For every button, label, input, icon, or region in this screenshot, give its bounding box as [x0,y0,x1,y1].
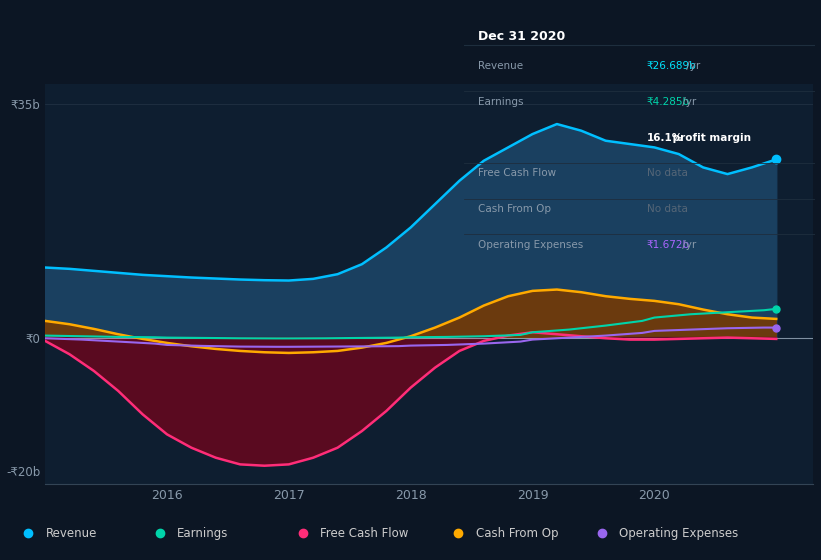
Text: Cash From Op: Cash From Op [475,527,558,540]
Text: ₹4.285b: ₹4.285b [647,97,690,107]
Text: Free Cash Flow: Free Cash Flow [320,527,409,540]
Text: /yr: /yr [683,61,700,71]
Text: Revenue: Revenue [46,527,97,540]
Text: Dec 31 2020: Dec 31 2020 [478,30,565,44]
Text: Operating Expenses: Operating Expenses [619,527,738,540]
Text: No data: No data [647,169,687,178]
Text: Operating Expenses: Operating Expenses [478,240,583,250]
Text: Earnings: Earnings [177,527,228,540]
Text: Cash From Op: Cash From Op [478,204,551,214]
Text: 16.1%: 16.1% [647,133,683,143]
Text: Revenue: Revenue [478,61,523,71]
Text: /yr: /yr [679,97,696,107]
Text: profit margin: profit margin [669,133,751,143]
Text: ₹1.672b: ₹1.672b [647,240,690,250]
Text: Earnings: Earnings [478,97,524,107]
Text: /yr: /yr [679,240,696,250]
Text: Free Cash Flow: Free Cash Flow [478,169,556,178]
Text: ₹26.689b: ₹26.689b [647,61,696,71]
Text: No data: No data [647,204,687,214]
